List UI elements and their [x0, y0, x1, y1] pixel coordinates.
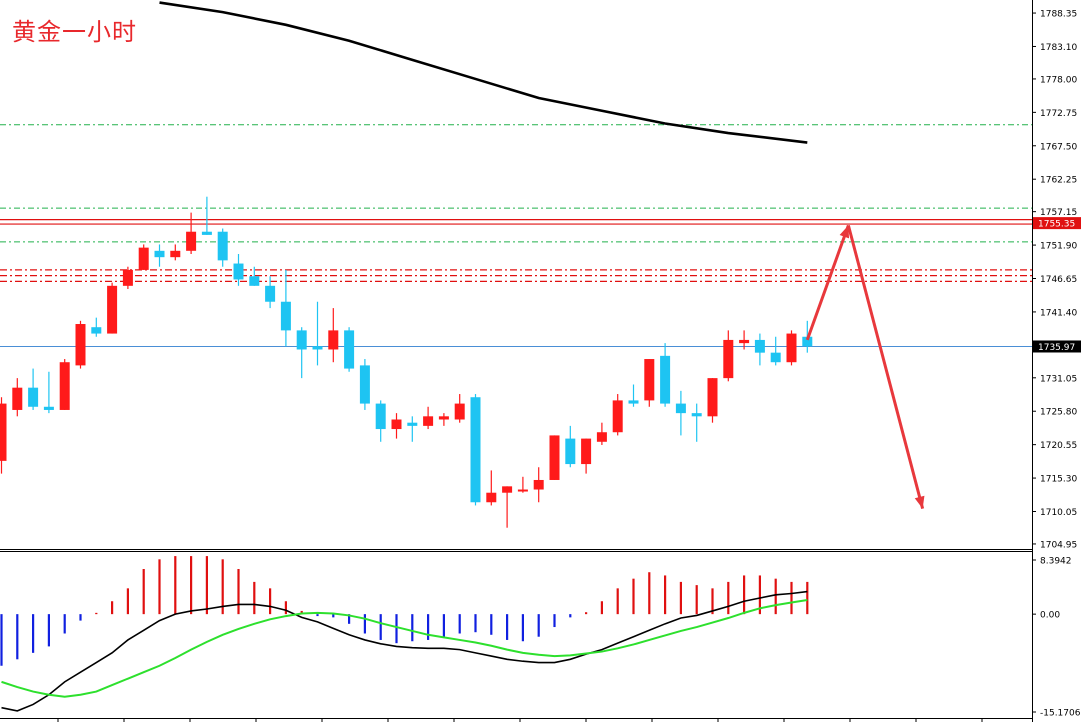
- price-tick-label: 1720.55: [1040, 441, 1077, 451]
- candle-body: [217, 231, 228, 261]
- candle-body: [0, 403, 7, 461]
- price-tick-label: 1767.50: [1040, 142, 1077, 152]
- resistance-price-label: 1755.35: [1038, 220, 1075, 230]
- price-axis: 1788.35 1783.10 1778.00 1772.75 1767.50 1762.…: [57, 10, 1081, 722]
- candle-body: [138, 247, 149, 270]
- candle-body: [423, 416, 434, 426]
- price-tick-label: 1762.25: [1040, 176, 1077, 186]
- candle-body: [407, 422, 418, 426]
- candle-body: [517, 489, 528, 492]
- candle-body: [786, 333, 797, 363]
- candle-body: [739, 339, 750, 344]
- candle-body: [612, 400, 623, 433]
- candle-body: [691, 413, 702, 417]
- current-price-box: [1033, 340, 1081, 353]
- candles: [0, 196, 813, 528]
- candle-body: [723, 339, 734, 379]
- price-tick-label: 1746.65: [1040, 275, 1077, 285]
- price-tick-label: 1715.30: [1040, 475, 1077, 485]
- candle-body: [12, 387, 23, 410]
- price-tick-label: 1731.05: [1040, 374, 1077, 384]
- candle-body: [581, 438, 592, 465]
- price-tick-label: 1704.95: [1040, 540, 1077, 550]
- chart-title: 黄金一小时: [12, 18, 137, 46]
- candle-body: [170, 250, 181, 258]
- forecast-arrow-head: [839, 225, 850, 239]
- candle-body: [280, 301, 291, 331]
- candle-body: [43, 406, 54, 410]
- macd-dif-line: [1, 590, 808, 712]
- candle-body: [802, 336, 813, 347]
- candle-body: [154, 250, 165, 258]
- candle-body: [596, 432, 607, 442]
- candle-body: [565, 438, 576, 465]
- candle-body: [454, 403, 465, 420]
- price-tick-label: 1725.80: [1040, 408, 1077, 418]
- candle-body: [91, 327, 102, 334]
- moving-average-line: [159, 1, 808, 144]
- candle-body: [675, 403, 686, 414]
- candle-body: [344, 330, 355, 369]
- price-tick-label: 1778.00: [1040, 75, 1077, 85]
- candle-body: [391, 419, 402, 430]
- price-tick-label: 1710.05: [1040, 508, 1077, 518]
- moving-average: [159, 1, 808, 144]
- forecast-arrow-head: [914, 495, 925, 509]
- forecast-arrow-line: [805, 224, 850, 341]
- forecast-arrows: [805, 224, 925, 510]
- candle-body: [470, 397, 481, 503]
- candle-body: [770, 352, 781, 363]
- macd-tick-label: 0.00: [1040, 611, 1060, 621]
- candle-body: [549, 435, 560, 480]
- candle-body: [438, 416, 449, 420]
- candle-body: [75, 324, 86, 366]
- macd-tick-label: 8.3942: [1040, 557, 1072, 567]
- price-tick-label: 1741.40: [1040, 308, 1077, 318]
- macd-tick-label: -15.1706: [1040, 709, 1081, 719]
- candle-body: [707, 378, 718, 417]
- resistance-price-box: [1033, 217, 1081, 230]
- price-tick-label: 1788.35: [1040, 10, 1077, 20]
- level-lines: [0, 0, 1033, 722]
- macd-dea-line: [1, 598, 808, 698]
- candle-body: [486, 492, 497, 503]
- candle-body: [59, 362, 70, 410]
- candle-body: [186, 231, 197, 251]
- price-tick-label: 1757.15: [1040, 208, 1077, 218]
- candle-body: [754, 339, 765, 353]
- macd-panel: [0, 556, 809, 712]
- candle-body: [233, 263, 244, 280]
- candle-body: [628, 400, 639, 404]
- candle-body: [644, 359, 655, 401]
- current-price-label: 1735.97: [1038, 343, 1075, 353]
- forecast-arrow-line: [846, 224, 925, 510]
- price-tick-label: 1772.75: [1040, 109, 1077, 119]
- candle-body: [328, 330, 339, 350]
- candle-body: [201, 231, 212, 235]
- candle-body: [359, 365, 370, 404]
- candle-body: [312, 346, 323, 350]
- candle-body: [296, 330, 307, 350]
- candle-body: [265, 285, 276, 302]
- candle-body: [122, 269, 133, 286]
- price-tick-label: 1751.90: [1040, 242, 1077, 252]
- candle-body: [660, 355, 671, 404]
- candle-body: [375, 403, 386, 430]
- candle-body: [107, 285, 118, 334]
- candle-body: [28, 387, 39, 407]
- price-tick-label: 1783.10: [1040, 43, 1077, 53]
- candle-body: [502, 486, 513, 493]
- candle-body: [533, 479, 544, 490]
- candle-body: [249, 276, 260, 286]
